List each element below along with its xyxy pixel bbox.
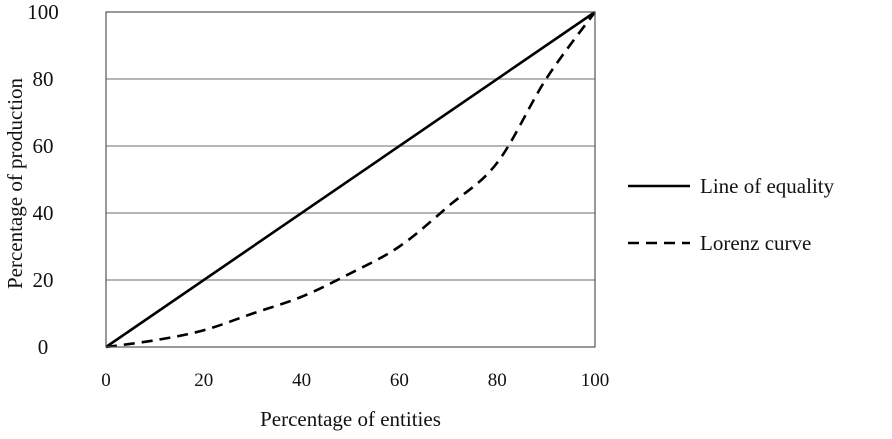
grid — [106, 78, 595, 281]
plot-frame — [105, 11, 596, 348]
y-tick-label: 60 — [33, 134, 54, 158]
y-tick-label: 20 — [33, 268, 54, 292]
legend-label: Line of equality — [700, 174, 835, 198]
x-tick-label: 20 — [194, 370, 213, 391]
x-tick-label: 80 — [488, 370, 507, 391]
x-tick-label: 40 — [292, 370, 311, 391]
x-tick-label: 100 — [581, 370, 610, 391]
series-line-0 — [105, 10, 596, 349]
x-tick-label: 60 — [390, 370, 409, 391]
x-axis-label: Percentage of entities — [260, 407, 441, 431]
x-tick-labels: 0 20 40 60 80 100 — [101, 370, 609, 391]
series-line-1 — [105, 11, 597, 349]
legend-label: Lorenz curve — [700, 231, 811, 255]
legend: Line of equality Lorenz curve — [628, 174, 835, 255]
y-tick-label: 40 — [33, 201, 54, 225]
y-tick-label: 0 — [38, 335, 49, 359]
y-tick-label: 80 — [33, 67, 54, 91]
plot-series — [105, 10, 597, 349]
y-axis-label: Percentage of production — [3, 77, 27, 289]
x-tick-label: 0 — [101, 370, 111, 391]
y-tick-labels: 0 20 40 60 80 100 — [27, 0, 59, 359]
y-tick-label: 100 — [27, 0, 59, 24]
